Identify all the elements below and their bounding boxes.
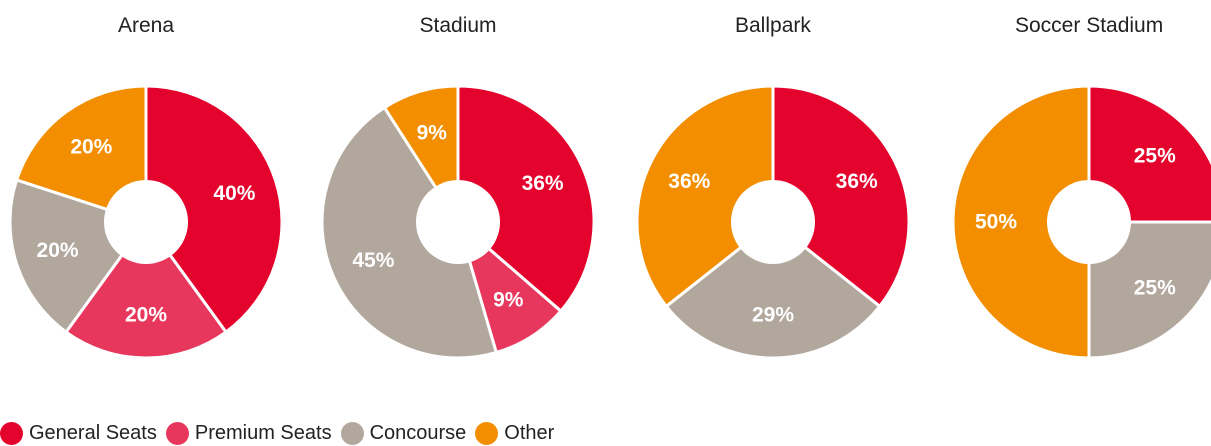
donut-arena: 40% 20% 20% 20% xyxy=(8,84,284,360)
legend-item-concourse: Concourse xyxy=(340,421,467,445)
donut-hole xyxy=(1047,180,1131,264)
data-label-general-seats: 40% xyxy=(213,182,255,205)
chart-title-ballpark: Ballpark xyxy=(735,14,811,37)
data-label-concourse: 45% xyxy=(352,249,394,272)
slice-concourse xyxy=(1087,220,1211,360)
legend-item-other: Other xyxy=(475,421,555,445)
donut-ballpark: 36% 29% 36% xyxy=(635,84,911,360)
chart-title-arena: Arena xyxy=(118,14,175,37)
data-label-premium-seats: 9% xyxy=(493,289,524,312)
slice-general-seats xyxy=(1087,84,1211,224)
chart-title-soccer-stadium: Soccer Stadium xyxy=(1015,14,1164,37)
data-label-other: 50% xyxy=(975,211,1017,234)
data-label-general-seats: 25% xyxy=(1134,145,1176,168)
legend: General Seats Premium Seats Concourse Ot… xyxy=(0,420,563,446)
data-label-other: 20% xyxy=(70,135,112,158)
legend-swatch-premium-seats xyxy=(165,421,189,445)
slice-general-seats xyxy=(456,84,596,313)
chart-title-stadium: Stadium xyxy=(419,14,497,37)
donut-charts-svg: 40% 20% 20% 20% 36% 9% 45% 9% 36% 29% 36% 25% 25% 50% xyxy=(8,84,1211,360)
data-label-concourse: 20% xyxy=(37,239,79,262)
data-label-general-seats: 36% xyxy=(522,172,564,195)
data-label-premium-seats: 20% xyxy=(125,304,167,327)
slice-other xyxy=(15,84,148,224)
slice-premium-seats xyxy=(64,220,228,360)
donut-hole xyxy=(104,180,188,264)
legend-label: Concourse xyxy=(369,421,467,444)
data-label-concourse: 25% xyxy=(1134,276,1176,299)
slice-general-seats xyxy=(771,84,911,308)
data-label-concourse: 29% xyxy=(752,304,794,327)
legend-item-premium-seats: Premium Seats xyxy=(165,421,332,445)
slice-other xyxy=(635,84,775,308)
data-label-general-seats: 36% xyxy=(836,170,878,193)
slice-general-seats xyxy=(144,84,284,334)
data-label-other: 36% xyxy=(668,170,710,193)
donut-soccer-stadium: 25% 25% 50% xyxy=(951,84,1211,360)
donut-hole xyxy=(731,180,815,264)
legend-label: Premium Seats xyxy=(194,421,332,444)
slice-concourse xyxy=(320,106,498,360)
slice-other xyxy=(951,84,1091,360)
legend-swatch-concourse xyxy=(340,421,364,445)
legend-label: General Seats xyxy=(29,421,157,444)
legend-swatch-general-seats xyxy=(0,421,23,445)
legend-swatch-other xyxy=(475,421,499,445)
legend-label: Other xyxy=(504,421,555,444)
data-label-other: 9% xyxy=(417,121,448,144)
legend-item-general-seats: General Seats xyxy=(0,421,157,445)
slice-concourse xyxy=(664,220,882,360)
donut-hole xyxy=(416,180,500,264)
donut-stadium: 36% 9% 45% 9% xyxy=(320,84,596,360)
